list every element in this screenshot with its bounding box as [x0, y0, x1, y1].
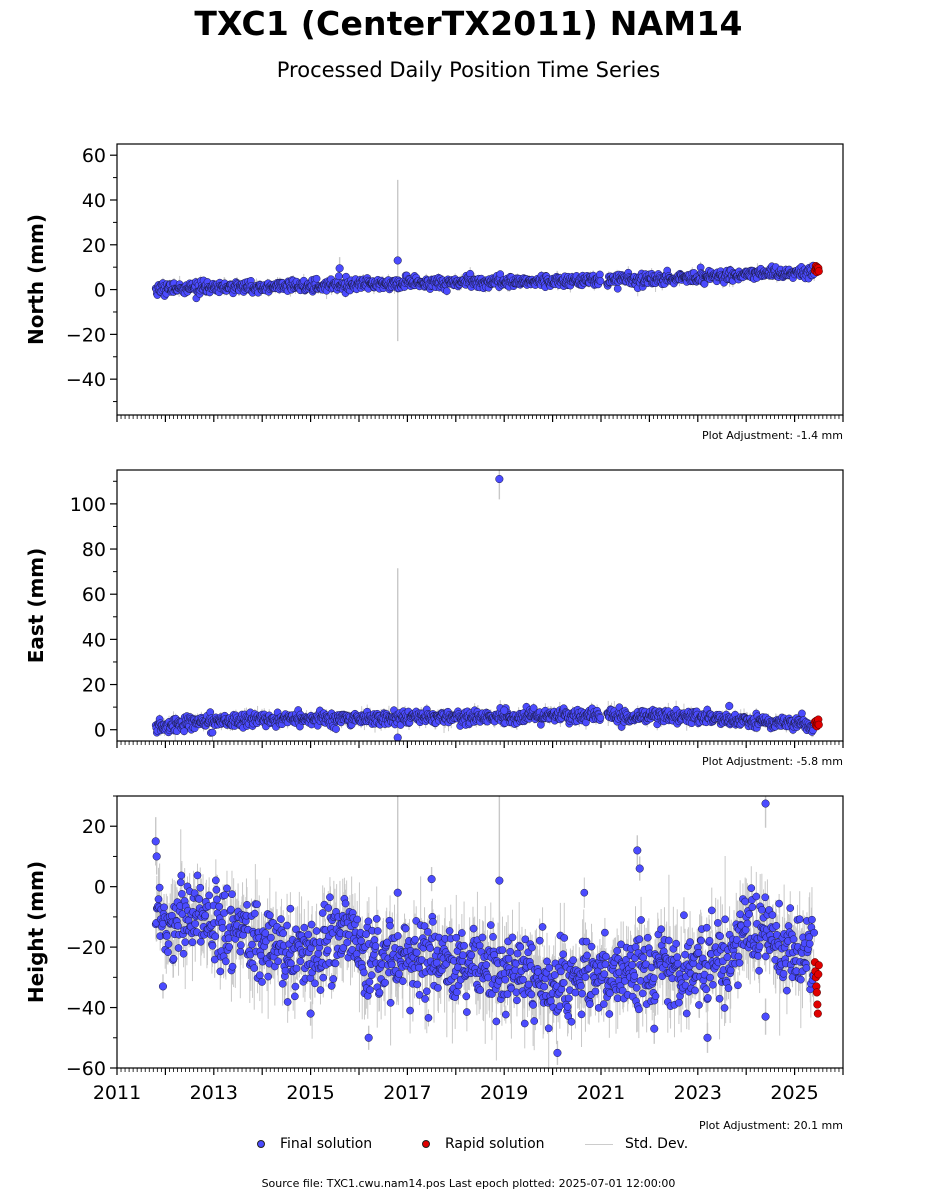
- north-y-axis: −40 −20 0 20 40 60: [66, 145, 117, 403]
- east-rapid-point: [814, 720, 823, 729]
- east-final-point: [332, 725, 340, 733]
- north-final-point: [312, 274, 321, 283]
- north-outlier-point: [335, 264, 344, 273]
- north-final-point: [334, 272, 343, 281]
- north-panel: −40 −20 0 20 40 60 North (mm): [24, 143, 844, 422]
- east-y-tick-label: 0: [94, 720, 106, 742]
- north-y-tick-label: −20: [66, 324, 106, 346]
- east-y-tick-label: 80: [82, 539, 106, 561]
- east-rapid-points: [810, 715, 823, 731]
- east-outlier-point: [393, 733, 402, 741]
- east-y-tick-label: 100: [70, 494, 106, 516]
- east-y-axis: 0 20 40 60 80 100: [70, 480, 117, 742]
- east-final-point: [798, 709, 806, 718]
- east-outlier-point: [500, 706, 509, 715]
- page-title: TXC1 (CenterTX2011) NAM14: [194, 4, 743, 43]
- east-final-points: [151, 474, 819, 741]
- north-outlier-point: [393, 256, 402, 265]
- north-final-point: [596, 277, 605, 285]
- page-subtitle: Processed Daily Position Time Series: [276, 58, 661, 82]
- east-outlier-point: [725, 701, 734, 711]
- north-data: [151, 179, 823, 342]
- north-y-tick-label: −40: [66, 369, 106, 391]
- north-y-tick-label: 20: [82, 235, 106, 257]
- east-data: [151, 470, 823, 741]
- east-outlier-point: [495, 474, 504, 484]
- north-std-dev-bars: [155, 179, 815, 342]
- east-y-axis-label: East (mm): [24, 548, 48, 664]
- east-plot-frame: [116, 469, 844, 742]
- east-panel: 0 20 40 60 80 100 East (mm): [24, 469, 844, 748]
- north-final-point: [700, 280, 709, 288]
- north-y-tick-label: 40: [82, 190, 106, 212]
- north-final-point: [442, 287, 451, 295]
- east-x-axis: [116, 741, 844, 748]
- north-y-tick-label: 0: [94, 280, 106, 302]
- east-final-point: [529, 704, 538, 712]
- north-final-points: [151, 256, 819, 303]
- north-final-point: [496, 270, 505, 278]
- north-y-axis-label: North (mm): [24, 214, 48, 345]
- north-rapid-point: [814, 267, 823, 276]
- north-final-point: [596, 270, 604, 279]
- east-y-tick-label: 40: [82, 629, 106, 651]
- east-y-tick-label: 60: [82, 584, 106, 606]
- east-y-tick-label: 20: [82, 675, 106, 697]
- east-final-point: [180, 727, 188, 736]
- north-rapid-points: [810, 262, 823, 277]
- east-final-point: [596, 713, 605, 722]
- east-final-point: [208, 728, 217, 737]
- east-std-dev-bars: [155, 470, 815, 741]
- north-final-point: [613, 284, 622, 293]
- north-x-axis: [116, 415, 844, 422]
- north-y-tick-label: 60: [82, 145, 106, 167]
